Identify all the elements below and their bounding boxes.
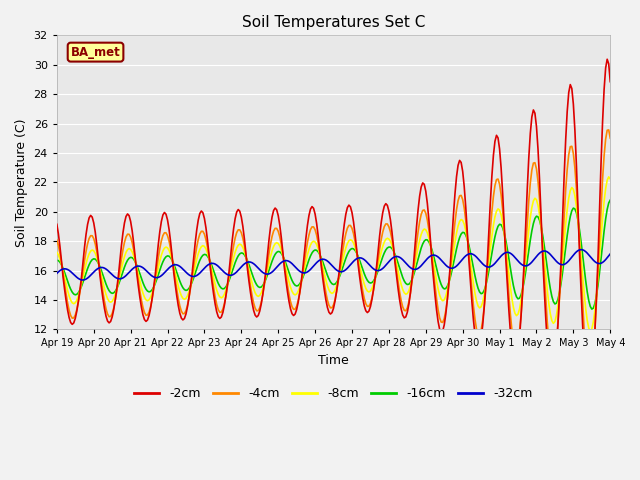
Legend: -2cm, -4cm, -8cm, -16cm, -32cm: -2cm, -4cm, -8cm, -16cm, -32cm <box>129 383 538 406</box>
Y-axis label: Soil Temperature (C): Soil Temperature (C) <box>15 118 28 247</box>
X-axis label: Time: Time <box>318 354 349 367</box>
Title: Soil Temperatures Set C: Soil Temperatures Set C <box>242 15 425 30</box>
Text: BA_met: BA_met <box>70 46 120 59</box>
